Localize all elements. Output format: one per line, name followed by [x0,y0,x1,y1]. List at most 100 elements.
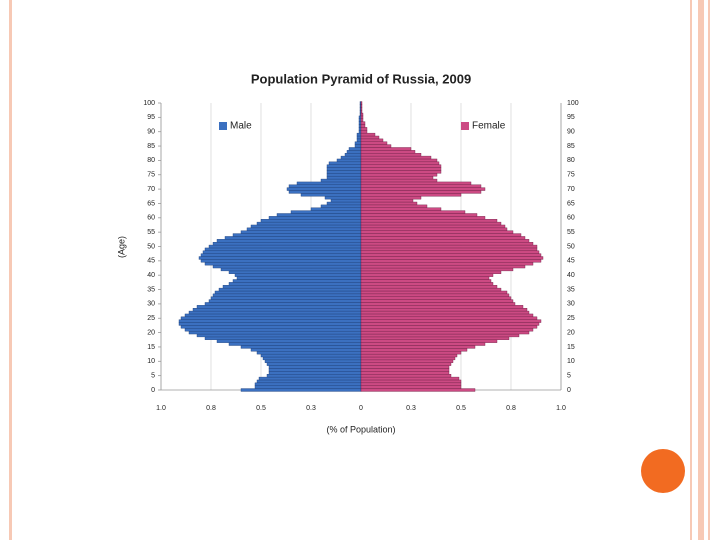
bar [360,302,516,306]
bar [360,339,498,343]
bar [360,175,434,180]
bar [192,308,362,312]
bar [360,210,466,214]
bar [360,273,494,277]
bar [360,127,368,131]
y-tick-label-right: 100 [567,100,579,107]
bar [360,147,412,151]
bar [326,175,362,180]
bar [266,374,362,378]
y-tick-label: 15 [147,344,155,351]
bar [360,164,442,168]
bar [360,388,476,392]
left-border [9,0,12,540]
bar [360,362,452,366]
bar [360,290,508,295]
bar [200,259,362,263]
bar [210,296,362,300]
x-tick-label: 0.5 [256,405,266,412]
bar [216,239,362,243]
bar [360,376,460,381]
bar [240,345,362,349]
bar [250,224,362,229]
y-tick-label: 95 [147,114,155,121]
x-tick-label: 0.8 [506,405,516,412]
bar [360,196,422,200]
bar [268,365,362,369]
bar [360,158,438,163]
bar [360,259,542,263]
bar [358,118,362,122]
y-tick-label: 35 [147,286,155,293]
bar [264,359,362,363]
bar [360,219,498,223]
bar [360,109,363,114]
bar [228,270,362,274]
bar [360,270,502,274]
bar [360,365,450,369]
bar [358,121,362,125]
bar [360,101,363,105]
bar [360,201,418,206]
bar [204,247,362,252]
bar [256,379,362,384]
legend-label: Male [230,121,252,132]
bar [360,282,494,286]
bar [356,135,362,140]
bar [360,241,534,246]
bar [250,348,362,352]
bar [262,356,362,361]
bar [360,287,502,292]
bar [360,104,363,108]
bar [360,216,486,220]
bar [360,296,512,300]
bar [360,351,462,355]
y-tick-label-right: 65 [567,200,575,207]
bar [360,267,514,272]
y-tick-label: 80 [147,157,155,164]
bar [326,201,362,206]
bar [360,167,442,171]
y-tick-label-right: 25 [567,315,575,322]
y-tick-label: 5 [151,372,155,379]
y-tick-label: 0 [151,387,155,394]
bar [240,388,362,392]
bar [340,155,362,160]
bar [360,253,542,257]
bar [296,181,362,185]
bar [196,333,362,338]
bar [360,204,428,208]
bar [188,330,362,335]
bar [360,285,498,289]
bar [360,262,534,266]
bar [224,236,362,240]
bar [196,305,362,309]
y-tick-label-right: 50 [567,243,575,250]
bar [310,207,362,211]
right-border [690,0,692,540]
x-tick-label: 1.0 [156,405,166,412]
bar [344,153,362,157]
y-tick-label: 50 [147,243,155,250]
y-tick-label-right: 75 [567,172,575,179]
bar [360,316,538,320]
y-tick-label-right: 40 [567,272,575,279]
bar [360,356,456,361]
bar [202,250,362,254]
bar [232,279,362,283]
legend-swatch [219,122,227,130]
bar [212,264,362,269]
bar [360,348,468,352]
bar [360,184,482,188]
y-tick-label-right: 10 [567,358,575,365]
bar [360,198,414,203]
bar [360,374,452,378]
bar [336,158,362,163]
bar [268,371,362,375]
bar [346,150,362,154]
bar [360,187,486,191]
y-tick-label: 10 [147,358,155,365]
bar [256,221,362,226]
bar [360,107,363,111]
bar [354,144,362,148]
